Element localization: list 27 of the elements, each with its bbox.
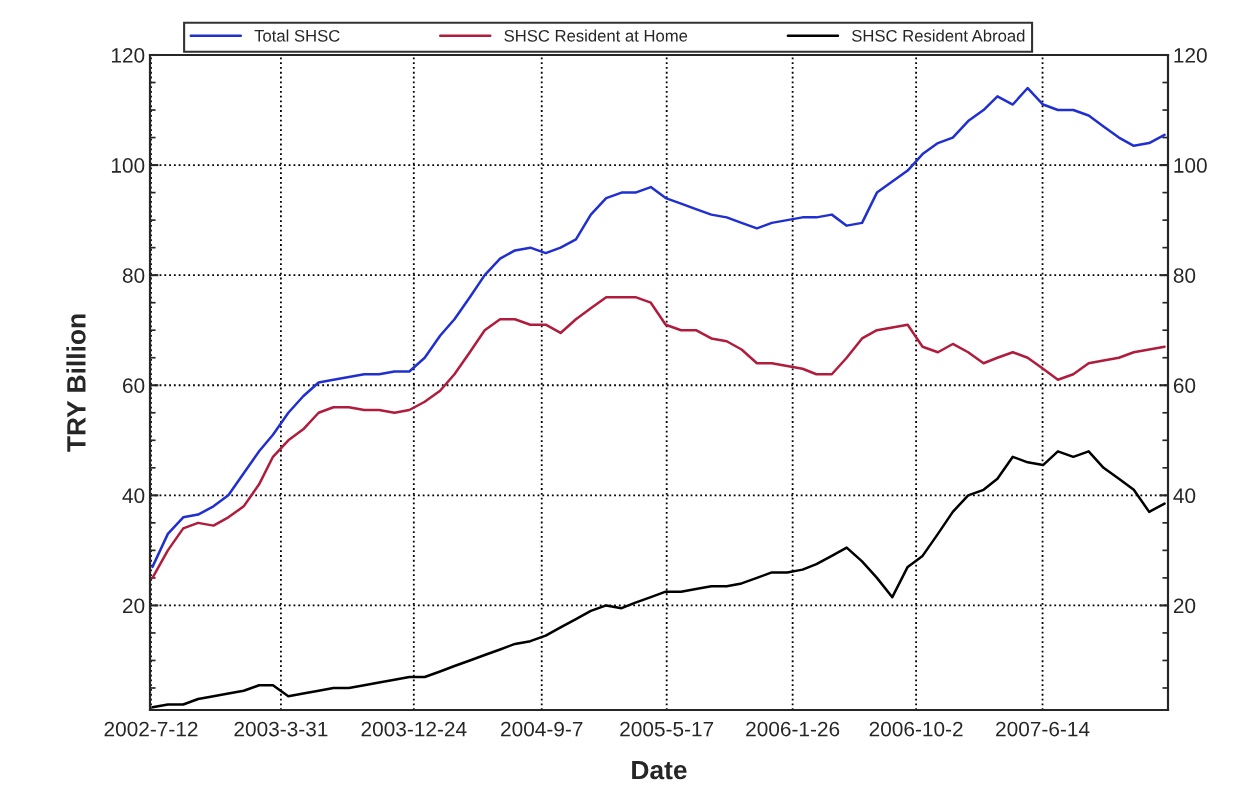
legend-label: SHSC Resident Abroad	[852, 29, 1025, 42]
x-tick-label: 2004-9-7	[501, 721, 583, 737]
y2-tick-label: 100	[1174, 158, 1207, 173]
y-tick-label: 100	[111, 158, 145, 173]
x-tick-label: 2003-3-31	[234, 721, 328, 737]
y-tick-label: 120	[111, 48, 145, 63]
x-tick-label: 2006-10-2	[869, 721, 963, 737]
y-tick-label: 60	[123, 378, 145, 394]
y-tick-label: 80	[122, 268, 145, 283]
legend-label: SHSC Resident at Home	[504, 29, 688, 42]
y2-tick-label: 80	[1173, 268, 1196, 283]
y2-tick-label: 120	[1174, 48, 1207, 63]
y-axis-title: TRY Billion	[66, 314, 86, 452]
legend-label: Total SHSC	[254, 29, 340, 42]
x-tick-label: 2003-12-24	[361, 721, 467, 737]
line-series	[151, 295, 1166, 580]
y2-tick-label: 60	[1173, 378, 1196, 394]
x-axis-title: Date	[632, 760, 687, 780]
y2-tick-label: 40	[1173, 488, 1196, 504]
y2-tick-label: 20	[1173, 598, 1196, 614]
y-tick-label: 40	[122, 488, 145, 504]
x-tick-label: 2007-6-14	[996, 721, 1090, 737]
x-tick-label: 2006-1-26	[746, 721, 840, 737]
line-series	[151, 86, 1166, 569]
x-tick-label: 2005-5-17	[620, 721, 714, 737]
x-tick-label: 2002-7-12	[104, 721, 198, 737]
y-tick-label: 20	[123, 598, 145, 614]
